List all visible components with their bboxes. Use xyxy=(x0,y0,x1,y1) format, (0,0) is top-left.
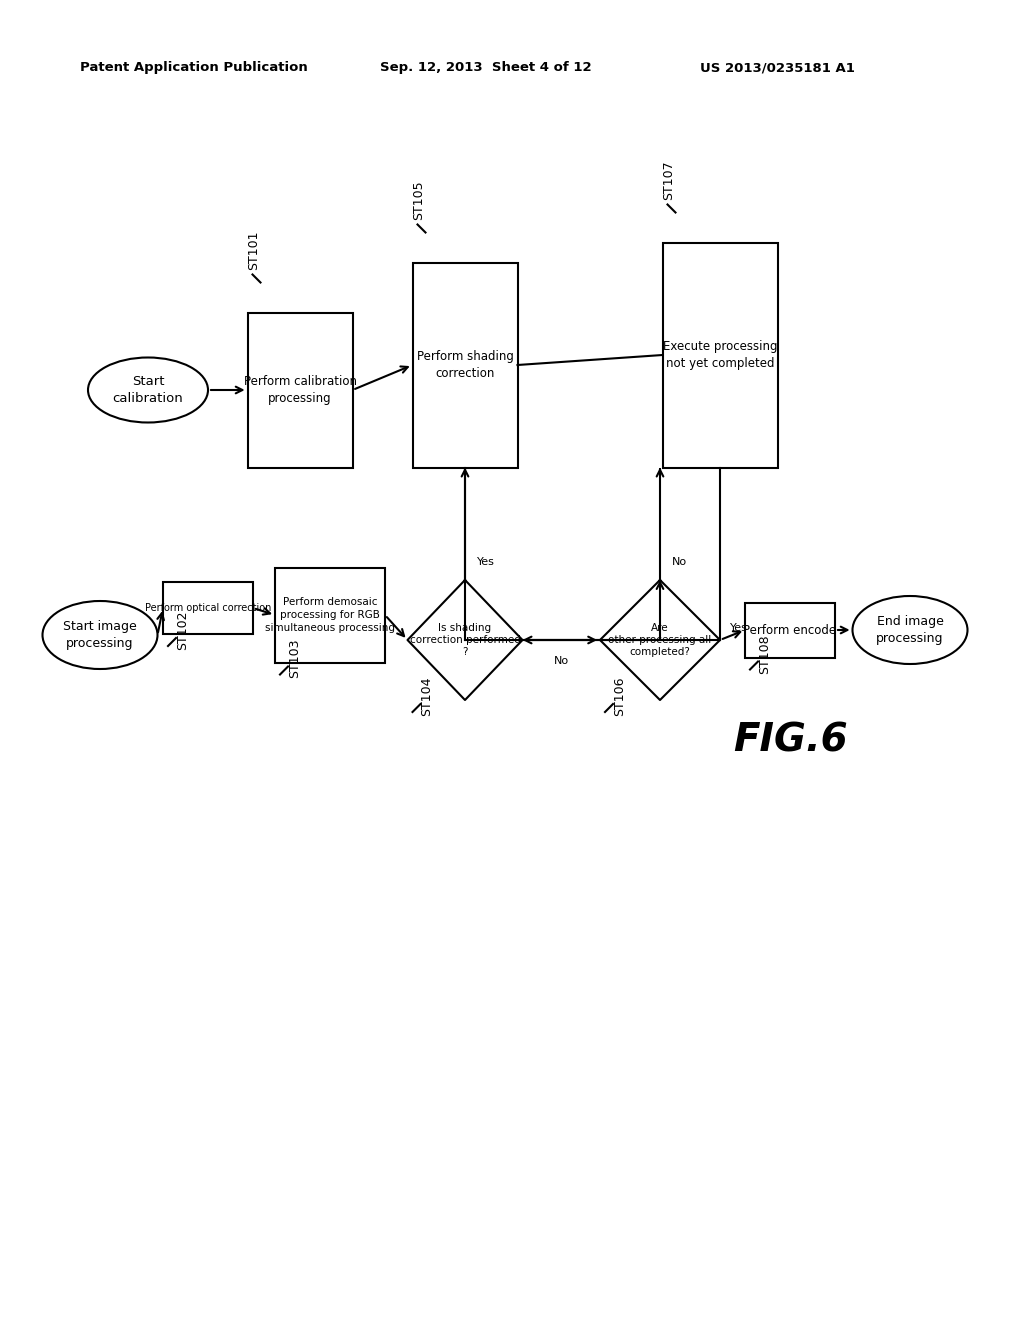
Bar xyxy=(163,582,253,634)
Text: No: No xyxy=(672,557,687,568)
Text: Perform shading
correction: Perform shading correction xyxy=(417,350,513,380)
Text: Yes: Yes xyxy=(477,557,495,568)
Text: Sep. 12, 2013  Sheet 4 of 12: Sep. 12, 2013 Sheet 4 of 12 xyxy=(380,62,592,74)
Bar xyxy=(413,263,517,467)
Text: Perform demosaic
processing for RGB
simultaneous processing: Perform demosaic processing for RGB simu… xyxy=(265,597,395,634)
Text: Are
other processing all
completed?: Are other processing all completed? xyxy=(608,623,712,657)
Text: No: No xyxy=(554,656,568,667)
Text: ST108: ST108 xyxy=(758,634,771,673)
Text: Start image
processing: Start image processing xyxy=(63,620,137,649)
Text: Start
calibration: Start calibration xyxy=(113,375,183,405)
Text: Perform optical correction: Perform optical correction xyxy=(144,603,271,612)
Text: ST107: ST107 xyxy=(663,161,676,201)
Text: ST103: ST103 xyxy=(288,639,301,678)
Bar xyxy=(745,602,835,657)
Text: Yes: Yes xyxy=(730,623,748,634)
Text: FIG.6: FIG.6 xyxy=(733,721,847,759)
Text: Perform encode: Perform encode xyxy=(743,623,837,636)
Text: Patent Application Publication: Patent Application Publication xyxy=(80,62,308,74)
Text: US 2013/0235181 A1: US 2013/0235181 A1 xyxy=(700,62,855,74)
Text: ST101: ST101 xyxy=(248,231,260,271)
Text: ST102: ST102 xyxy=(176,610,189,649)
Text: Is shading
correction performed
?: Is shading correction performed ? xyxy=(410,623,520,657)
Text: ST105: ST105 xyxy=(413,181,426,220)
Bar xyxy=(663,243,777,467)
Bar xyxy=(248,313,352,467)
Text: End image
processing: End image processing xyxy=(877,615,944,645)
Text: ST104: ST104 xyxy=(421,676,433,715)
Text: ST106: ST106 xyxy=(613,676,626,715)
Bar xyxy=(275,568,385,663)
Text: Execute processing
not yet completed: Execute processing not yet completed xyxy=(663,341,777,370)
Text: Perform calibration
processing: Perform calibration processing xyxy=(244,375,356,405)
